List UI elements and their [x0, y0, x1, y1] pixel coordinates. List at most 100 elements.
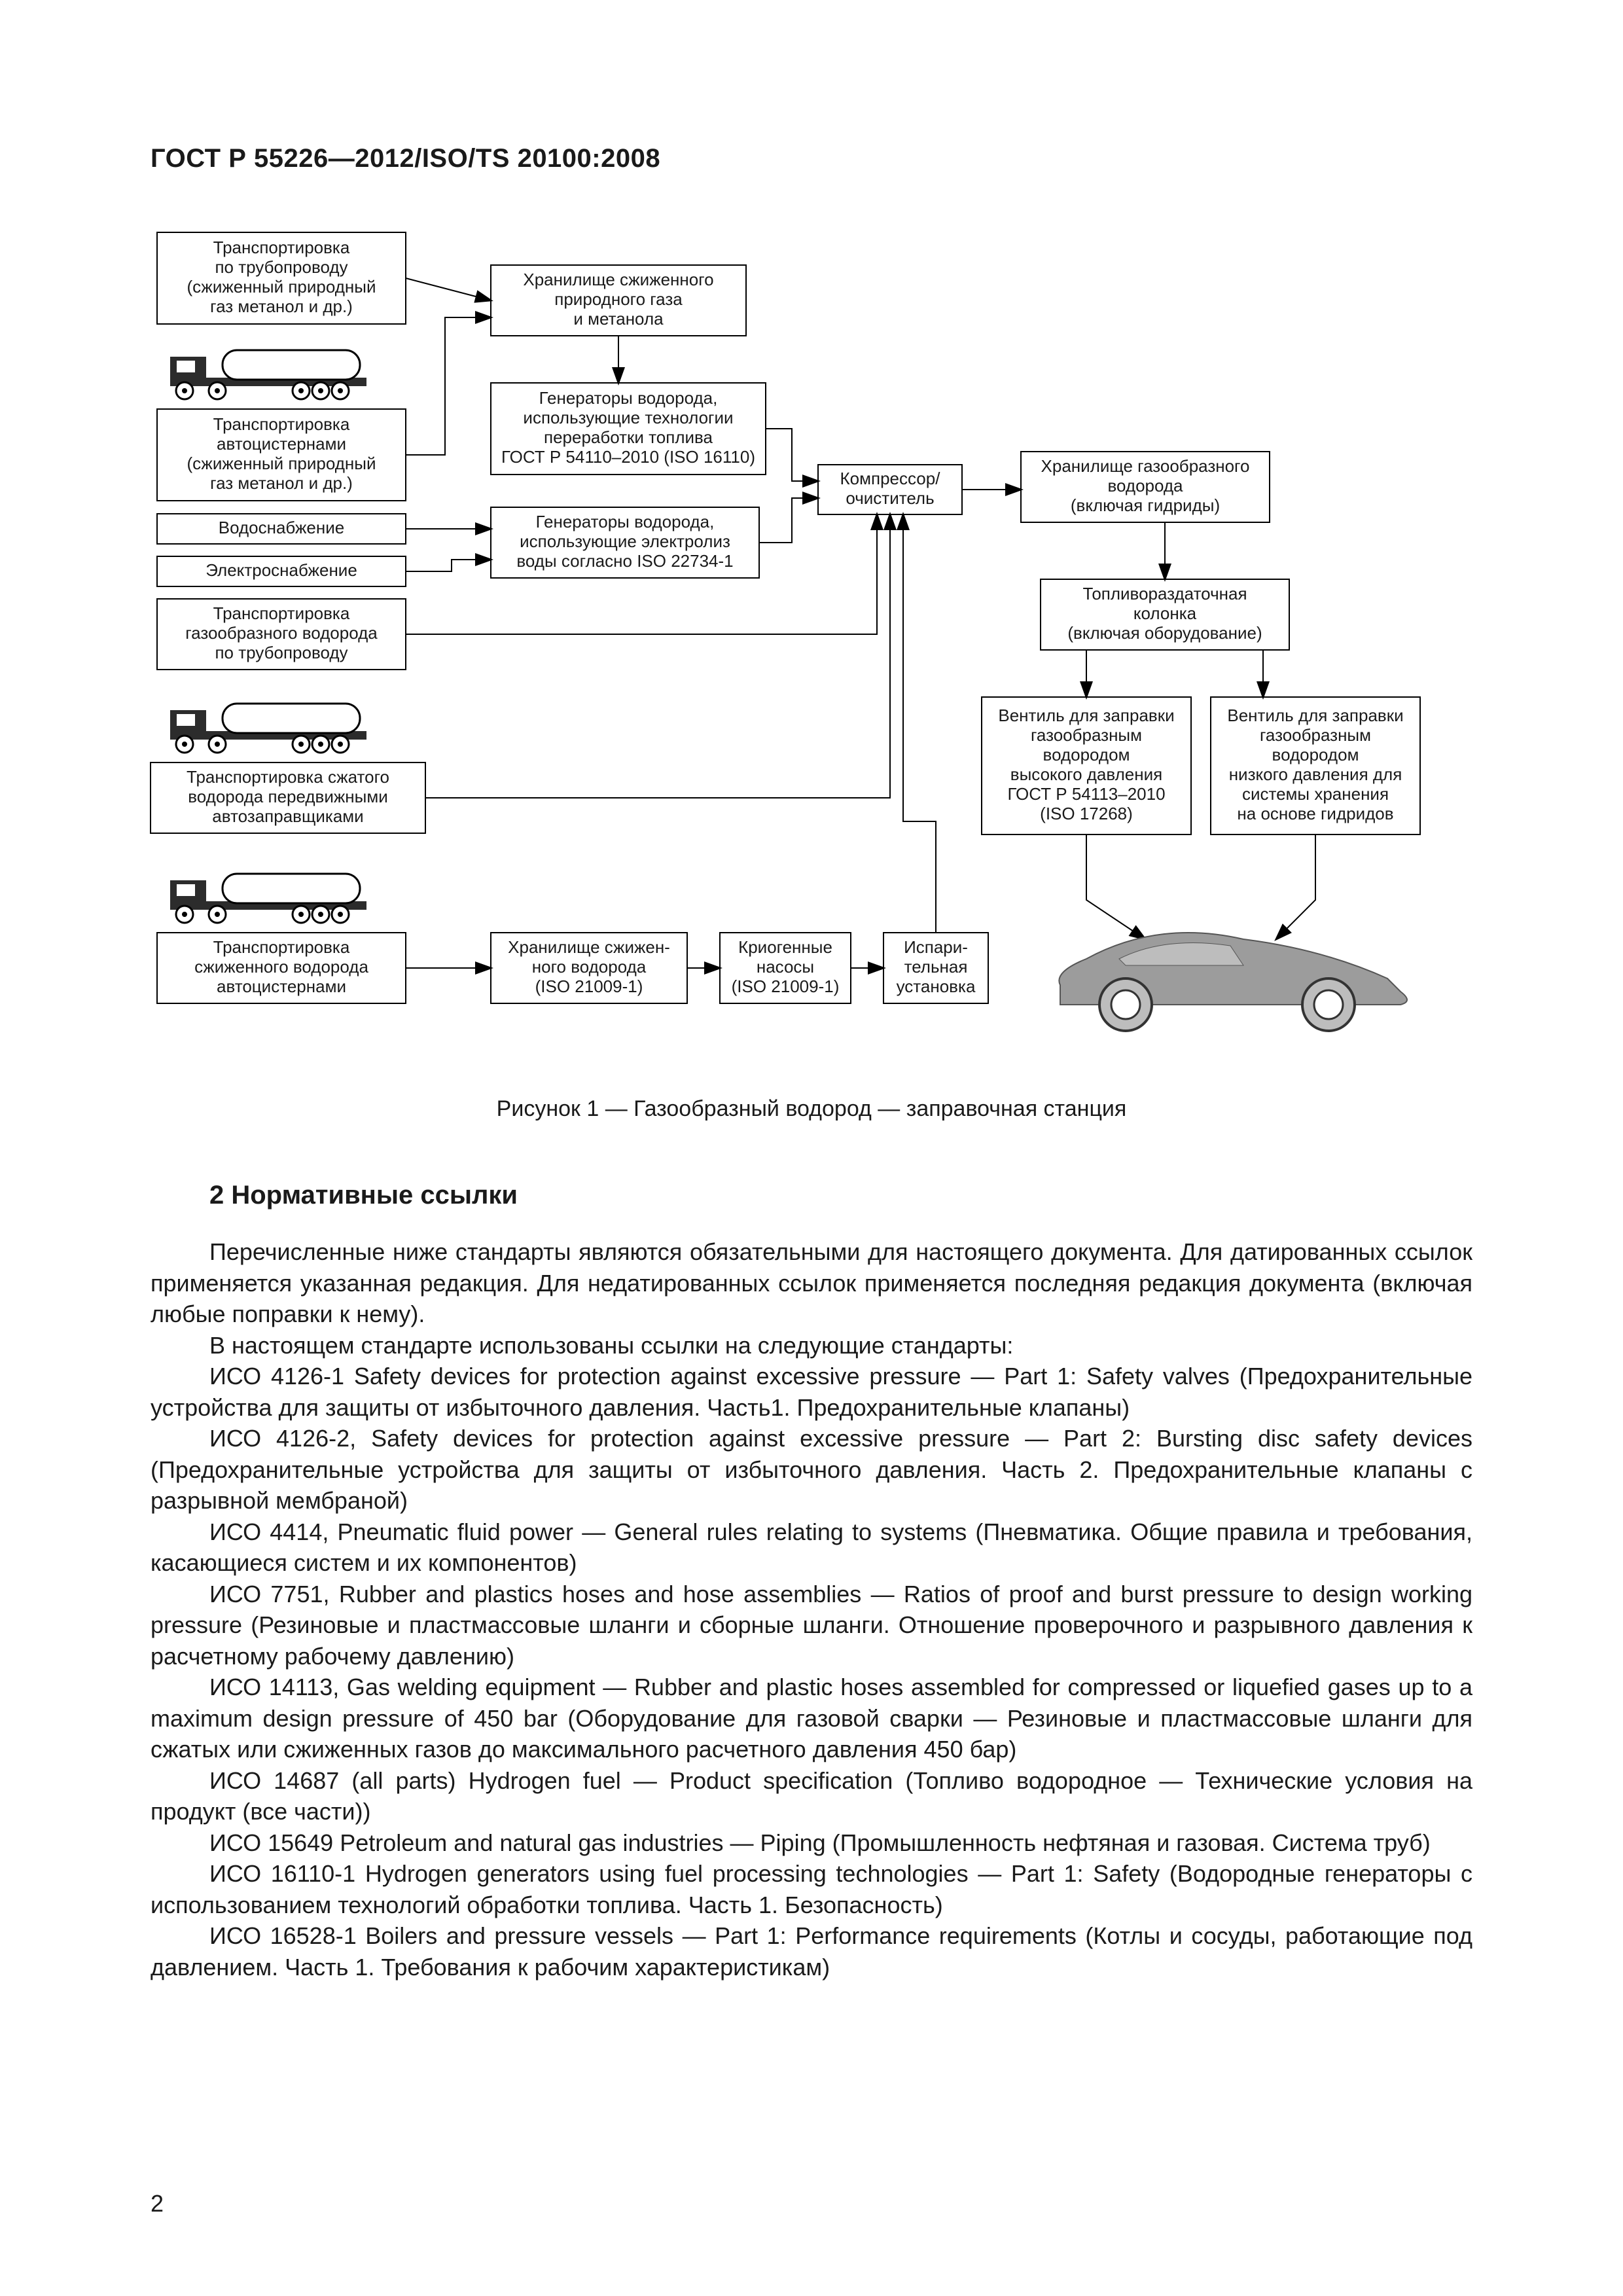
svg-text:Генераторы водорода,: Генераторы водорода,	[536, 512, 715, 531]
flow-node: Компрессор/очиститель	[818, 465, 962, 514]
figure-caption: Рисунок 1 — Газообразный водород — запра…	[151, 1096, 1472, 1122]
truck-icon	[170, 704, 366, 753]
body-text: Перечисленные ниже стандарты являются об…	[151, 1236, 1472, 1982]
svg-text:системы хранения: системы хранения	[1242, 784, 1389, 804]
svg-text:использующие электролиз: использующие электролиз	[520, 531, 730, 551]
svg-text:автозаправщиками: автозаправщиками	[212, 806, 363, 826]
svg-text:Вентиль для заправки: Вентиль для заправки	[998, 706, 1174, 725]
paragraph: ИСО 4414, Pneumatic fluid power — Genera…	[151, 1516, 1472, 1579]
flow-node: Транспортировкаавтоцистернами(сжиженный …	[157, 409, 406, 501]
flow-node: Транспортировкапо трубопроводу(сжиженный…	[157, 232, 406, 324]
svg-text:Транспортировка: Транспортировка	[213, 414, 350, 434]
svg-text:газообразным: газообразным	[1031, 725, 1142, 745]
flow-node: Транспортировка сжатоговодорода передвиж…	[151, 762, 425, 833]
flow-node: Транспортировкасжиженного водородаавтоци…	[157, 933, 406, 1003]
car-icon	[1059, 933, 1407, 1031]
paragraph: ИСО 16110-1 Hydrogen generators using fu…	[151, 1858, 1472, 1920]
flow-edge	[1086, 834, 1145, 939]
paragraph: Перечисленные ниже стандарты являются об…	[151, 1236, 1472, 1330]
flow-edge	[759, 498, 818, 543]
svg-text:высокого давления: высокого давления	[1010, 764, 1162, 784]
svg-text:(включая гидриды): (включая гидриды)	[1071, 495, 1220, 515]
svg-text:ГОСТ Р 54113–2010: ГОСТ Р 54113–2010	[1007, 784, 1165, 804]
svg-text:Испари-: Испари-	[904, 937, 968, 957]
truck-icon	[170, 350, 366, 399]
flow-node: Транспортировкагазообразного водородапо …	[157, 599, 406, 670]
svg-text:Хранилище сжижен-: Хранилище сжижен-	[508, 937, 670, 957]
flow-edge	[406, 278, 491, 300]
truck-icon	[170, 874, 366, 923]
svg-text:по трубопроводу: по трубопроводу	[215, 257, 348, 277]
svg-text:(ISO 21009-1): (ISO 21009-1)	[535, 977, 643, 996]
svg-text:Генераторы водорода,: Генераторы водорода,	[539, 388, 718, 408]
paragraph: ИСО 16528-1 Boilers and pressure vessels…	[151, 1920, 1472, 1982]
svg-text:газообразного водорода: газообразного водорода	[185, 623, 378, 643]
svg-text:Электроснабжение: Электроснабжение	[205, 560, 357, 580]
paragraph: ИСО 14687 (all parts) Hydrogen fuel — Pr…	[151, 1765, 1472, 1827]
svg-text:очиститель: очиститель	[846, 488, 934, 508]
svg-text:колонка: колонка	[1133, 603, 1197, 623]
flow-node: Хранилище газообразноговодорода(включая …	[1021, 452, 1270, 522]
svg-text:низкого давления для: низкого давления для	[1229, 764, 1402, 784]
svg-text:переработки топлива: переработки топлива	[544, 427, 713, 447]
flow-node: Вентиль для заправкигазообразнымводородо…	[982, 697, 1191, 834]
svg-text:использующие технологии: использующие технологии	[523, 408, 733, 427]
svg-text:Транспортировка: Транспортировка	[213, 238, 350, 257]
svg-text:Топливораздаточная: Топливораздаточная	[1082, 584, 1247, 603]
svg-text:природного газа: природного газа	[554, 289, 683, 309]
svg-text:(включая оборудование): (включая оборудование)	[1067, 623, 1262, 643]
svg-text:газ метанол и др.): газ метанол и др.)	[210, 473, 353, 493]
flow-node: Электроснабжение	[157, 556, 406, 586]
svg-text:установка: установка	[897, 977, 976, 996]
svg-text:по трубопроводу: по трубопроводу	[215, 643, 348, 662]
svg-text:ГОСТ Р 54110–2010 (ISO 16110): ГОСТ Р 54110–2010 (ISO 16110)	[501, 447, 755, 467]
svg-text:(ISO 21009-1): (ISO 21009-1)	[732, 977, 840, 996]
svg-text:(ISO 17268): (ISO 17268)	[1040, 804, 1133, 823]
paragraph: ИСО 15649 Petroleum and natural gas indu…	[151, 1827, 1472, 1859]
flow-edge	[766, 429, 818, 481]
flow-edge	[1276, 834, 1315, 939]
flow-node: Испари-тельнаяустановка	[883, 933, 988, 1003]
flow-node: Хранилище сжиженногоприродного газаи мет…	[491, 265, 746, 336]
flow-edge	[903, 514, 936, 933]
svg-text:воды согласно ISO 22734-1: воды согласно ISO 22734-1	[516, 551, 733, 571]
flow-edge	[406, 317, 491, 455]
svg-text:Хранилище газообразного: Хранилище газообразного	[1041, 456, 1250, 476]
flow-node: Криогенныенасосы(ISO 21009-1)	[720, 933, 851, 1003]
flow-node: Генераторы водорода,использующие техноло…	[491, 383, 766, 475]
svg-text:автоцистернами: автоцистернами	[217, 434, 346, 454]
svg-text:Водоснабжение: Водоснабжение	[219, 518, 344, 537]
svg-text:тельная: тельная	[904, 957, 968, 977]
svg-text:газ метанол и др.): газ метанол и др.)	[210, 296, 353, 316]
paragraph: ИСО 7751, Rubber and plastics hoses and …	[151, 1579, 1472, 1672]
svg-text:Компрессор/: Компрессор/	[840, 469, 941, 488]
svg-text:(сжиженный природный: (сжиженный природный	[187, 277, 376, 296]
flow-node: Топливораздаточнаяколонка(включая оборуд…	[1041, 579, 1289, 650]
svg-text:Хранилище сжиженного: Хранилище сжиженного	[523, 270, 713, 289]
svg-text:автоцистернами: автоцистернами	[217, 977, 346, 996]
svg-text:ного водорода: ного водорода	[532, 957, 647, 977]
svg-text:водородом: водородом	[1043, 745, 1130, 764]
svg-text:водородом: водородом	[1272, 745, 1359, 764]
svg-text:(сжиженный природный: (сжиженный природный	[187, 454, 376, 473]
svg-text:Криогенные: Криогенные	[738, 937, 832, 957]
page: ГОСТ Р 55226—2012/ISO/TS 20100:2008 Тран…	[0, 0, 1623, 2296]
section-heading: 2 Нормативные ссылки	[151, 1181, 1472, 1210]
paragraph: ИСО 4126-2, Safety devices for protectio…	[151, 1423, 1472, 1516]
svg-text:Транспортировка: Транспортировка	[213, 603, 350, 623]
flowchart-svg: Транспортировкапо трубопроводу(сжиженный…	[151, 219, 1472, 1070]
svg-text:Транспортировка: Транспортировка	[213, 937, 350, 957]
svg-text:сжиженного водорода: сжиженного водорода	[194, 957, 368, 977]
paragraph: В настоящем стандарте использованы ссылк…	[151, 1330, 1472, 1361]
svg-text:водорода передвижными: водорода передвижными	[188, 787, 387, 806]
svg-text:и метанола: и метанола	[573, 309, 664, 329]
svg-text:водорода: водорода	[1107, 476, 1183, 495]
flow-node: Хранилище сжижен-ного водорода(ISO 21009…	[491, 933, 687, 1003]
svg-text:Вентиль для заправки: Вентиль для заправки	[1227, 706, 1403, 725]
flow-edge	[406, 560, 491, 571]
flow-node: Генераторы водорода,использующие электро…	[491, 507, 759, 578]
flow-node: Вентиль для заправкигазообразнымводородо…	[1211, 697, 1420, 834]
svg-text:на основе гидридов: на основе гидридов	[1237, 804, 1393, 823]
svg-text:газообразным: газообразным	[1260, 725, 1371, 745]
svg-text:насосы: насосы	[757, 957, 814, 977]
